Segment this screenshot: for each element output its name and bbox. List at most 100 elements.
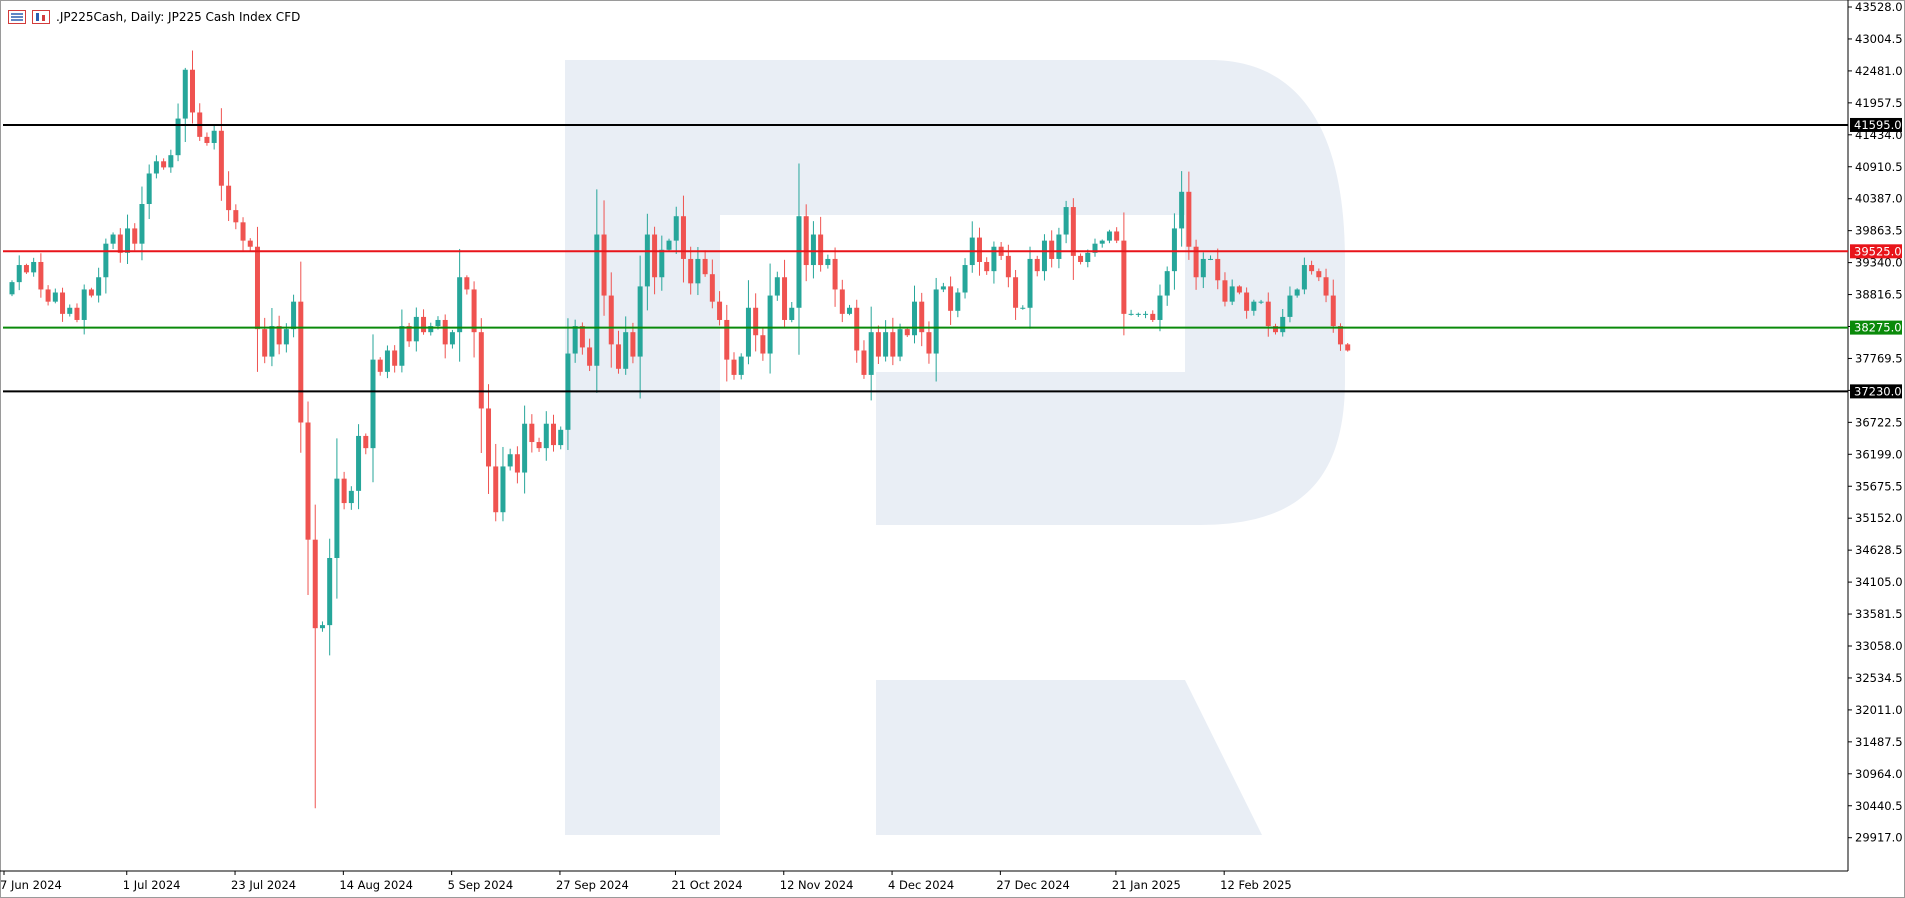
- candle-body: [1294, 289, 1300, 296]
- candle-body: [464, 277, 470, 290]
- candle-body: [1208, 258, 1214, 260]
- candle-body: [875, 332, 881, 357]
- candle-body: [486, 408, 492, 467]
- candle-body: [594, 234, 600, 366]
- candle-body: [529, 423, 535, 443]
- watermark-logo: [565, 60, 1345, 835]
- y-tick-label: 37769.5: [1855, 351, 1903, 365]
- y-tick-label: 38816.5: [1855, 288, 1903, 302]
- candle-body: [825, 258, 831, 266]
- level-price-tag-bg: [1850, 117, 1902, 132]
- candle-body: [680, 216, 686, 259]
- candle-body: [572, 326, 578, 354]
- candle-body: [601, 234, 607, 296]
- level-price-tag-label: 37230.0: [1854, 384, 1902, 398]
- candle-body: [984, 261, 990, 272]
- candle-body: [738, 356, 744, 375]
- y-tick-label: 43004.5: [1855, 32, 1903, 46]
- y-tick-label: 34105.0: [1855, 575, 1903, 589]
- candle-body: [745, 307, 751, 357]
- candle-body: [240, 222, 246, 241]
- candle-body: [991, 246, 997, 272]
- candle-body: [1128, 313, 1134, 315]
- candle-body: [789, 307, 795, 320]
- candle-body: [1114, 231, 1120, 241]
- candle-body: [1251, 301, 1257, 311]
- candle-body: [428, 326, 434, 333]
- chart-type-icon[interactable]: [32, 10, 50, 24]
- candle-body: [1027, 258, 1033, 308]
- candle-body: [522, 423, 528, 473]
- candle-body: [1337, 326, 1343, 345]
- candle-body: [717, 301, 723, 320]
- y-tick-label: 36199.0: [1855, 447, 1903, 461]
- candle-body: [67, 307, 73, 314]
- y-tick-label: 32011.0: [1855, 703, 1903, 717]
- candle-body: [52, 292, 58, 302]
- x-tick-label: 21 Jan 2025: [1112, 878, 1181, 892]
- candle-body: [1143, 313, 1149, 315]
- level-price-tag: 41595.0: [1850, 117, 1902, 132]
- chart-list-icon[interactable]: [8, 10, 26, 24]
- candle-body: [673, 216, 679, 241]
- candle-body: [392, 350, 398, 366]
- candle-body: [312, 539, 318, 629]
- candle-body: [457, 277, 463, 333]
- candle-body: [904, 329, 910, 336]
- candle-body: [940, 286, 946, 290]
- candle-body: [421, 316, 427, 333]
- candle-body: [493, 466, 499, 513]
- candle-body: [868, 332, 874, 375]
- candle-body: [753, 307, 759, 336]
- candle-body: [976, 237, 982, 262]
- candle-body: [709, 274, 715, 302]
- x-tick-label: 23 Jul 2024: [231, 878, 296, 892]
- candle-body: [168, 155, 174, 168]
- candle-body: [348, 490, 354, 504]
- y-tick-label: 40910.5: [1855, 160, 1903, 174]
- candle-body: [948, 286, 954, 311]
- candle-body: [507, 454, 513, 467]
- candle-body: [782, 277, 788, 320]
- candle-body: [23, 265, 29, 273]
- candle-body: [1258, 301, 1264, 303]
- candle-body: [175, 118, 181, 156]
- candle-body: [9, 282, 15, 295]
- y-tick-label: 29917.0: [1855, 831, 1903, 845]
- candle-body: [132, 228, 138, 244]
- candle-body: [1229, 286, 1235, 302]
- candle-body: [514, 454, 520, 473]
- candle-body: [608, 295, 614, 345]
- candle-body: [1287, 295, 1293, 317]
- candle-body: [1099, 240, 1105, 244]
- candle-body: [60, 292, 66, 314]
- candle-body: [1301, 265, 1307, 290]
- candle-body: [1309, 265, 1315, 272]
- candle-body: [1323, 277, 1329, 296]
- candle-body: [1222, 280, 1228, 302]
- candle-body: [955, 292, 961, 311]
- candle-body: [1049, 240, 1055, 259]
- y-tick-label: 33581.5: [1855, 607, 1903, 621]
- candle-body: [1063, 207, 1069, 235]
- candle-body: [146, 173, 152, 205]
- level-price-tag-label: 38275.0: [1854, 321, 1902, 335]
- candle-body: [298, 301, 304, 423]
- candle-body: [818, 234, 824, 266]
- candle-body: [890, 332, 896, 357]
- candle-body: [161, 161, 167, 168]
- candle-body: [832, 258, 838, 290]
- x-tick-label: 27 Dec 2024: [996, 878, 1069, 892]
- candle-body: [204, 136, 210, 143]
- candle-body: [96, 277, 102, 296]
- level-price-tag-bg: [1850, 384, 1902, 399]
- candle-body: [897, 329, 903, 357]
- candle-body: [190, 69, 195, 113]
- candle-body: [226, 185, 232, 211]
- candle-body: [1316, 271, 1322, 278]
- y-tick-label: 35675.5: [1855, 479, 1903, 493]
- candle-body: [1041, 240, 1047, 272]
- candle-body: [551, 423, 556, 446]
- candle-body: [1070, 207, 1076, 256]
